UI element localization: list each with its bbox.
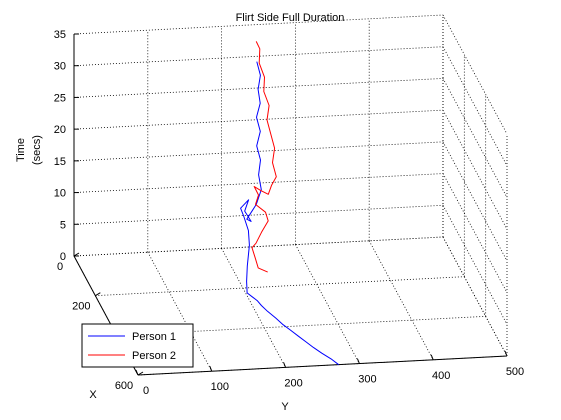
y-tick-mark [209,366,213,372]
legend-label-person-2: Person 2 [132,350,176,362]
floor-grid-line [95,276,465,297]
z-tick-label: 20 [54,124,66,136]
y-tick-label: 100 [211,381,229,393]
y-tick-mark [283,362,287,368]
side-wall-grid-line [442,236,508,357]
side-wall-grid-line [442,109,508,230]
back-wall-grid-line [73,236,444,257]
floor-grid-line [368,240,434,360]
x-tick-label: 200 [72,301,90,313]
side-wall-grid-line [442,14,508,135]
y-tick-label: 200 [284,377,302,389]
floor-grid-line [295,244,360,364]
z-axis-label-line2: (secs) [31,135,43,165]
x-tick-label: 600 [115,380,133,392]
z-tick-label: 30 [54,61,66,73]
x-tick-mark [95,292,101,297]
x-tick-label: 0 [57,261,63,273]
x-tick-mark [137,371,144,376]
y-tick-label: 0 [143,385,149,397]
z-tick-label: 25 [54,92,66,104]
side-wall-grid-line [442,46,508,166]
back-wall-grid-line [73,46,444,67]
y-tick-label: 400 [432,370,450,382]
side-wall-grid-line [442,205,508,325]
z-tick-label: 35 [54,29,66,41]
side-wall-grid-line [442,173,508,293]
y-tick-label: 300 [358,374,376,386]
grid-lines [73,14,508,376]
floor-grid-line [221,248,286,368]
y-tick-mark [135,369,139,376]
y-axis-line [137,355,508,376]
back-wall-grid-line [73,204,444,225]
legend-box [81,323,194,368]
data-series [240,41,340,366]
y-axis-label: Y [281,401,289,413]
chart-title: Flirt Side Full Duration [236,12,345,24]
series-line-person-2 [251,41,277,273]
z-axis-label-line1: Time [15,138,27,162]
series-line-person-1 [240,61,340,366]
side-wall-grid-line [442,141,508,262]
floor-grid-line [73,236,444,257]
z-tick-label: 0 [60,251,66,263]
x-axis-label: X [89,389,97,401]
legend-label-person-1: Person 1 [132,331,176,343]
y-tick-mark [356,358,360,364]
z-tick-label: 10 [54,188,66,200]
z-tick-label: 15 [54,156,66,168]
y-tick-mark [504,350,508,357]
z-tick-label: 5 [60,219,66,231]
legend: Person 1 Person 2 [81,323,194,368]
y-tick-mark [430,354,434,360]
y-tick-label: 500 [506,366,524,378]
side-wall-grid-line [442,78,508,198]
